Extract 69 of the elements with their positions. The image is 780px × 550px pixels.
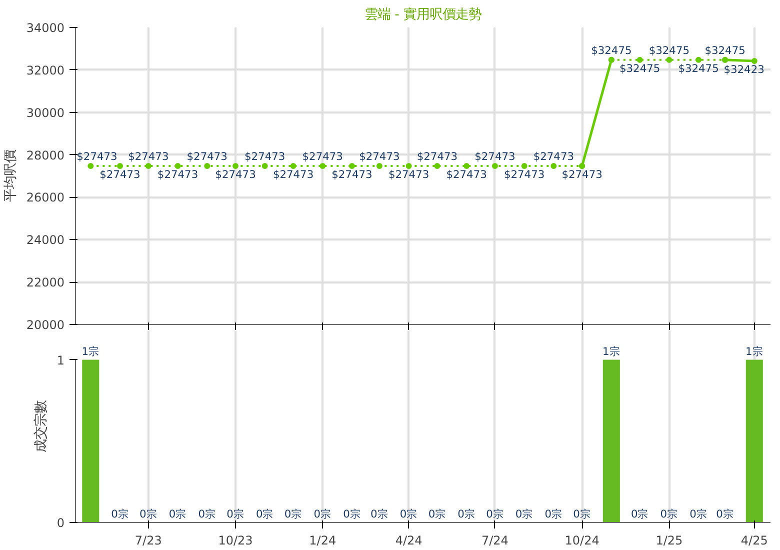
- y-tick-label: 30000: [26, 106, 65, 120]
- data-label: 0宗: [458, 508, 476, 520]
- data-label: 0宗: [140, 508, 158, 520]
- x-tick-label: 7/23: [134, 534, 162, 548]
- data-label: 0宗: [428, 508, 446, 520]
- y-axis-title: 成交宗數: [32, 400, 49, 452]
- data-label: $32475: [648, 44, 690, 57]
- data-label: $32475: [591, 44, 632, 57]
- data-label: 0宗: [716, 508, 734, 520]
- data-label: 0宗: [515, 508, 534, 520]
- data-label: $27473: [244, 150, 286, 163]
- data-label: $27473: [359, 150, 400, 163]
- data-label: $27473: [157, 168, 198, 181]
- data-label: 0宗: [400, 508, 418, 520]
- y-tick-label: 20000: [26, 318, 65, 332]
- y-axis-title: 平均呎價: [3, 150, 18, 202]
- x-tick-label: 4/25: [740, 534, 768, 548]
- x-tick-label: 10/24: [564, 534, 600, 548]
- x-tick-label: 1/25: [656, 534, 683, 548]
- data-label: $27473: [446, 168, 487, 181]
- data-label: 0宗: [343, 508, 361, 520]
- data-label: 0宗: [573, 508, 591, 520]
- data-label: 0宗: [690, 508, 708, 520]
- data-label: 0宗: [630, 508, 649, 520]
- data-label: 0宗: [256, 508, 274, 520]
- data-label: 0宗: [198, 508, 216, 520]
- data-label: $27473: [100, 168, 140, 181]
- data-label: $32475: [678, 62, 719, 75]
- y-tick-label: 22000: [26, 276, 65, 290]
- x-tick-label: 1/24: [309, 534, 336, 548]
- data-label: 1宗: [82, 344, 100, 358]
- data-label: $27473: [474, 150, 516, 163]
- data-label: $27473: [388, 168, 430, 181]
- data-label: 1宗: [602, 344, 620, 358]
- data-label: $27473: [562, 168, 602, 181]
- data-label: 0宗: [111, 508, 129, 520]
- y-tick-label: 26000: [26, 190, 65, 205]
- data-label: 0宗: [314, 508, 332, 520]
- y-tick-label: 24000: [26, 233, 65, 248]
- x-tick-label: 10/23: [218, 534, 253, 548]
- x-tick-label: 7/24: [481, 534, 508, 548]
- data-label: 0宗: [168, 508, 187, 520]
- data-label: $27473: [416, 150, 458, 163]
- data-label: $27473: [533, 150, 574, 163]
- data-label: $27473: [332, 168, 372, 181]
- data-label: 0宗: [544, 508, 563, 520]
- data-label: 0宗: [226, 508, 244, 520]
- data-label: $27473: [186, 150, 228, 163]
- data-label: 0宗: [486, 508, 504, 520]
- data-label: $27473: [504, 168, 545, 181]
- data-label: 1宗: [746, 344, 764, 358]
- data-label: $27473: [128, 150, 169, 163]
- x-tick-label: 4/24: [395, 534, 422, 548]
- data-label: $27473: [215, 168, 256, 181]
- data-label: $27473: [76, 150, 118, 163]
- data-label: $32423: [724, 62, 764, 76]
- data-label: $27473: [302, 150, 343, 163]
- data-label: 0宗: [370, 508, 388, 520]
- y-tick-label: 1: [56, 353, 65, 368]
- y-tick-label: 32000: [26, 63, 65, 78]
- y-tick-label: 28000: [26, 148, 65, 162]
- data-label: $32475: [619, 62, 660, 75]
- data-label: $32475: [704, 44, 746, 57]
- data-label: 0宗: [660, 508, 678, 520]
- y-tick-label: 34000: [26, 21, 65, 35]
- data-label: 0宗: [284, 508, 302, 520]
- chart-title: 雲端 - 實用呎價走勢: [364, 8, 482, 22]
- y-tick-label: 0: [56, 516, 65, 530]
- data-label: $27473: [272, 168, 314, 181]
